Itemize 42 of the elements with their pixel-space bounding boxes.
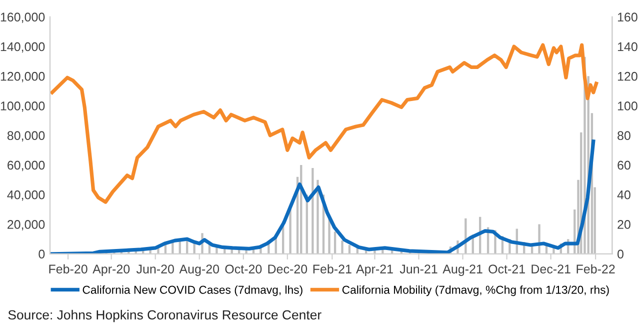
- bar: [312, 168, 314, 254]
- y2-tick-label: 20: [618, 220, 630, 229]
- bar: [341, 240, 344, 254]
- y-tick-label: 40,000: [7, 190, 45, 201]
- x-tick-label: Aug-20: [179, 264, 220, 276]
- legend-label: California New COVID Cases (7dmavg, lhs): [82, 285, 302, 296]
- x-tick-label: Feb-20: [49, 264, 88, 274]
- y-tick-label: 120,000: [0, 72, 45, 82]
- y-tick-label: 0: [38, 250, 45, 259]
- bar: [316, 180, 319, 254]
- bar: [334, 232, 336, 254]
- x-tick-label: Apr-20: [92, 264, 130, 276]
- y-tick-label: 60,000: [8, 160, 45, 172]
- y-tick-label: 160,000: [0, 12, 45, 24]
- bar: [157, 248, 160, 254]
- x-tick-label: Aug-21: [442, 264, 482, 276]
- y-tick-label: 80,000: [7, 131, 45, 142]
- x-tick-label: Dec-21: [532, 264, 570, 274]
- x-tick-label: Oct-21: [488, 264, 525, 274]
- y2-tick-label: 60: [618, 160, 630, 170]
- legend-label: California Mobility (7dmavg, %Chg from 1/13/20, rhs): [342, 285, 609, 296]
- y-tick-label: 20,000: [8, 220, 45, 230]
- x-tick-label: Feb-21: [313, 264, 352, 274]
- x-tick-label: Jun-21: [400, 264, 438, 274]
- y2-tick-label: 140: [618, 42, 638, 52]
- y2-tick-label: 120: [618, 72, 638, 81]
- x-tick-label: Jun-20: [136, 264, 174, 274]
- line-series: [50, 140, 596, 254]
- y-tick-label: 140,000: [0, 42, 45, 53]
- x-tick-label: Oct-20: [225, 264, 262, 274]
- y-tick-label: 100,000: [0, 102, 45, 112]
- x-tick-label: Apr-21: [356, 264, 393, 276]
- bar: [172, 242, 174, 254]
- y2-tick-label: 0: [618, 250, 624, 259]
- x-tick-label: Dec-20: [268, 264, 308, 274]
- source-note: Source: Johns Hopkins Coronavirus Resource Center: [8, 310, 322, 322]
- y2-tick-label: 40: [617, 190, 630, 200]
- y2-tick-label: 100: [618, 102, 638, 110]
- line-series: [50, 43, 598, 204]
- x-tick-label: Feb-22: [576, 264, 615, 274]
- y2-tick-label: 80: [618, 131, 630, 140]
- y2-tick-label: 160: [618, 12, 638, 22]
